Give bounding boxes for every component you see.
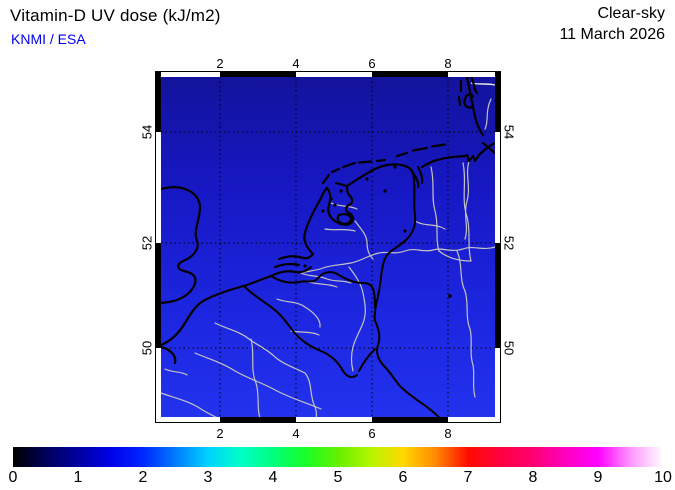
colorbar-tick-9: 9 [593,469,603,486]
uv-dose-field [161,77,495,417]
lon-tick-bottom-6: 6 [368,426,376,441]
coastlines [159,75,497,365]
uv-dose-map [155,71,501,423]
colorbar-tick-5: 5 [333,469,343,486]
lon-tick-bottom-2: 2 [216,426,224,441]
colorbar-tick-10: 10 [654,469,672,486]
page-title: Vitamin-D UV dose (kJ/m2) [10,6,221,25]
colorbar-gradient [13,447,663,467]
lat-tick-right-52: 52 [501,235,517,251]
country-borders [244,172,446,423]
colorbar-tick-7: 7 [463,469,473,486]
lat-tick-right-54: 54 [501,124,517,140]
lon-tick-bottom-8: 8 [444,426,452,441]
lon-tick-top-4: 4 [292,56,300,71]
source-credit: KNMI / ESA [11,31,86,47]
lon-tick-top-6: 6 [368,56,376,71]
graticule-gridlines [161,77,495,417]
lon-tick-bottom-4: 4 [292,426,300,441]
map-canvas [155,71,501,423]
colorbar-tick-6: 6 [398,469,408,486]
lat-tick-left-52: 52 [139,235,155,251]
colorbar-tick-0: 0 [8,469,18,486]
forecast-date: 11 March 2026 [559,26,665,43]
lon-tick-top-2: 2 [216,56,224,71]
sky-condition-label: Clear-sky [597,5,665,22]
lat-tick-left-54: 54 [139,124,155,140]
colorbar-tick-3: 3 [203,469,213,486]
colorbar-tick-4: 4 [268,469,278,486]
colorbar-tick-2: 2 [138,469,148,486]
city-and-lake-marks [303,165,452,298]
lon-tick-top-8: 8 [444,56,452,71]
colorbar-tick-8: 8 [528,469,538,486]
lat-tick-left-50: 50 [139,340,155,356]
colorbar-tick-1: 1 [73,469,83,486]
map-frame-border [155,71,501,423]
rivers-and-internal-borders [160,98,496,423]
lat-tick-right-50: 50 [501,340,517,356]
